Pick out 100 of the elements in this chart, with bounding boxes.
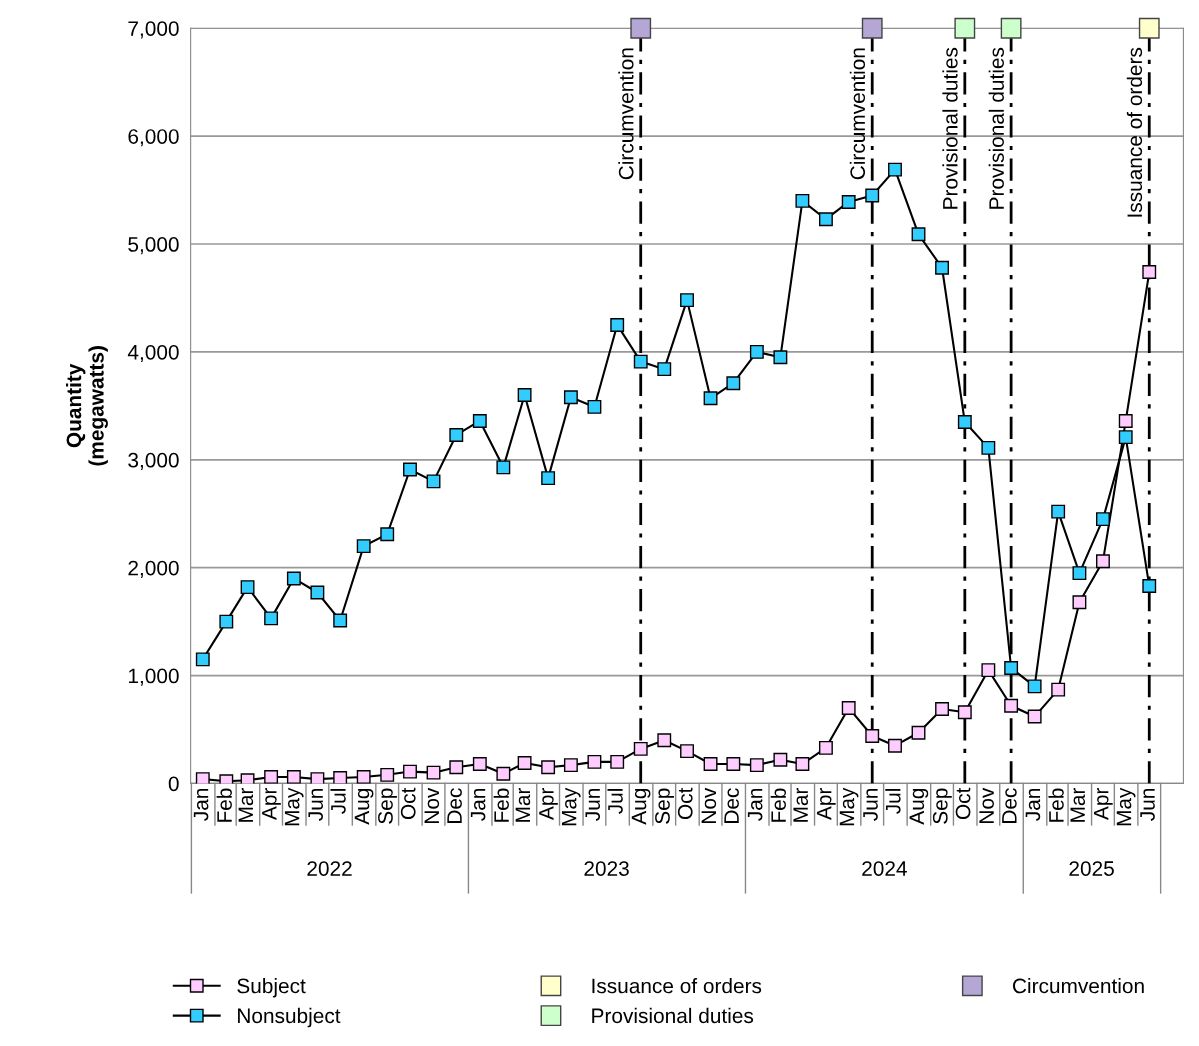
- text: 2023: [584, 861, 629, 876]
- x-tick-label: Jan: [470, 788, 486, 821]
- point: [726, 376, 741, 391]
- ref-line-label: Circumvention: [849, 48, 866, 180]
- x-tick-label: Mar: [793, 787, 808, 822]
- point: [633, 741, 648, 756]
- x-tick-label: Jan: [193, 788, 209, 821]
- point: [935, 702, 949, 716]
- x-tick-label: Jul: [885, 789, 901, 814]
- point: [356, 770, 371, 784]
- point: [195, 652, 210, 667]
- point: [657, 362, 672, 377]
- point: [1051, 504, 1066, 519]
- x-tick-label: Jun: [863, 788, 878, 821]
- point: [541, 760, 556, 775]
- point: [426, 765, 441, 780]
- x-tick-label: Nov: [424, 787, 440, 823]
- point: [657, 733, 672, 748]
- point: [795, 193, 810, 208]
- point: [1072, 595, 1087, 610]
- legend-label: Issuance of orders: [592, 977, 762, 994]
- point: [726, 757, 741, 771]
- point: [517, 388, 532, 403]
- point: [264, 611, 279, 626]
- x-tick-label: Aug: [909, 788, 929, 825]
- point: [841, 194, 856, 209]
- x-tick-label: Oct: [400, 787, 416, 820]
- y-tick-label: 3,000: [128, 452, 179, 471]
- legend-label: Provisional duties: [592, 1007, 754, 1024]
- x-tick-label: Jan: [1025, 788, 1041, 821]
- x-tick-label: Jun: [308, 788, 323, 821]
- point: [841, 700, 856, 715]
- point: [795, 757, 810, 771]
- x-tick-label: Sep: [932, 788, 952, 824]
- x-tick-label: Mar: [1070, 787, 1086, 822]
- x-tick-label: Feb: [1048, 788, 1064, 822]
- point: [633, 354, 648, 369]
- y-tick-label: 2,000: [128, 560, 179, 578]
- point: [380, 767, 395, 782]
- point: [954, 17, 976, 39]
- x-tick-label: Oct: [677, 787, 693, 820]
- point: [1027, 709, 1042, 724]
- y-tick-label: 4,000: [127, 344, 179, 363]
- text: 2025: [1069, 861, 1114, 876]
- point: [240, 773, 255, 784]
- x-tick-label: Apr: [816, 787, 836, 820]
- point: [587, 399, 602, 414]
- y-tick-label: 5,000: [128, 237, 179, 255]
- point: [1118, 414, 1133, 428]
- point: [286, 770, 301, 784]
- text: 2024: [862, 861, 907, 876]
- x-tick-label: Apr: [1094, 787, 1113, 820]
- point: [1096, 512, 1110, 527]
- point: [1051, 682, 1066, 697]
- x-tick-label: Mar: [238, 787, 254, 822]
- point: [1138, 17, 1160, 39]
- point: [195, 772, 210, 784]
- point: [1027, 679, 1042, 694]
- point: [472, 757, 487, 771]
- point: [1000, 17, 1022, 39]
- point: [541, 471, 556, 486]
- point: [981, 663, 996, 678]
- point: [310, 585, 325, 600]
- x-tick-label: Aug: [631, 788, 651, 825]
- x-tick-label: Nov: [701, 787, 717, 823]
- legend-label: Subject: [237, 977, 306, 998]
- point: [981, 440, 996, 455]
- legend-label: Circumvention: [1012, 977, 1144, 994]
- x-tick-label: Dec: [1002, 788, 1017, 823]
- ref-line-label: Provisional duties: [988, 47, 1004, 209]
- x-tick-label: May: [1116, 787, 1136, 826]
- point: [773, 752, 788, 767]
- point: [380, 527, 395, 542]
- point: [310, 772, 325, 784]
- point: [865, 188, 880, 203]
- point: [403, 764, 417, 779]
- point: [888, 738, 902, 753]
- point: [333, 613, 348, 628]
- x-tick-label: Aug: [354, 788, 374, 825]
- x-tick-label: Apr: [262, 787, 281, 820]
- x-tick-label: Mar: [515, 787, 531, 822]
- point: [286, 571, 301, 586]
- point: [449, 428, 464, 442]
- ref-line-label: Issuance of orders: [1126, 47, 1143, 217]
- point: [773, 350, 788, 365]
- y-tick-label: 7,000: [128, 21, 179, 39]
- point: [957, 415, 972, 429]
- point: [333, 771, 348, 784]
- point: [1096, 554, 1110, 569]
- legend-label: Nonsubject: [238, 1007, 341, 1028]
- point: [517, 756, 532, 770]
- x-tick-label: Dec: [724, 788, 739, 823]
- point: [680, 744, 694, 759]
- point: [749, 344, 764, 359]
- point: [703, 391, 718, 406]
- x-tick-label: Nov: [979, 787, 994, 823]
- x-tick-label: May: [561, 787, 581, 826]
- point: [911, 227, 926, 242]
- y-tick-label: 6,000: [128, 129, 179, 147]
- x-tick-label: Jul: [607, 789, 623, 814]
